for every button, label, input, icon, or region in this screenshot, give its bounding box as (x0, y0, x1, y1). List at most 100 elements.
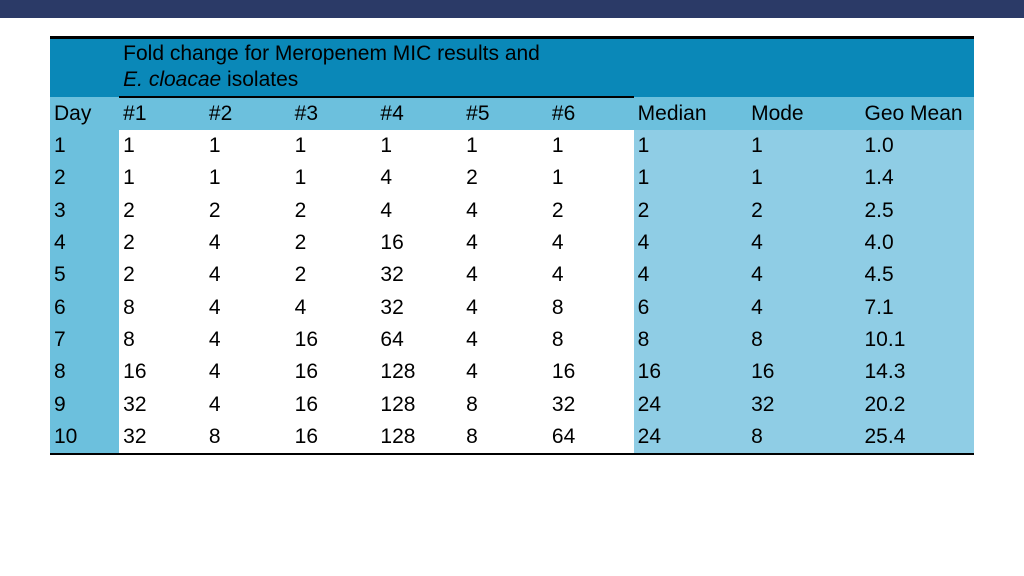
cell-value: 16 (291, 389, 377, 421)
cell-stat: 24 (634, 389, 747, 421)
cell-value: 16 (119, 356, 205, 388)
cell-stat: 1 (634, 162, 747, 194)
cell-value: 32 (548, 389, 634, 421)
table-row: 1111111111.0 (50, 130, 974, 162)
cell-value: 4 (205, 259, 291, 291)
cell-stat: 4 (634, 259, 747, 291)
cell-value: 64 (548, 421, 634, 454)
cell-day: 4 (50, 227, 119, 259)
cell-stat: 4 (747, 259, 860, 291)
cell-value: 4 (291, 292, 377, 324)
cell-stat: 8 (747, 324, 860, 356)
cell-value: 2 (548, 195, 634, 227)
title-line1: Fold change for Meropenem MIC results an… (123, 41, 628, 67)
table-row: 103281612886424825.4 (50, 421, 974, 454)
header-blank (50, 38, 119, 97)
cell-stat: 2 (747, 195, 860, 227)
cell-stat: 4 (634, 227, 747, 259)
cell-value: 4 (462, 259, 548, 291)
title-row: Fold change for Meropenem MIC results an… (50, 38, 974, 97)
cell-stat: 25.4 (861, 421, 975, 454)
table-row: 3222442222.5 (50, 195, 974, 227)
col-isolate-4: #4 (376, 97, 462, 130)
cell-stat: 16 (634, 356, 747, 388)
cell-value: 128 (376, 421, 462, 454)
header-blank-geomean (861, 38, 975, 97)
table-row: 42421644444.0 (50, 227, 974, 259)
cell-value: 128 (376, 356, 462, 388)
cell-stat: 4 (747, 227, 860, 259)
cell-value: 4 (462, 227, 548, 259)
cell-day: 7 (50, 324, 119, 356)
cell-value: 4 (205, 227, 291, 259)
cell-value: 2 (119, 259, 205, 291)
cell-day: 3 (50, 195, 119, 227)
cell-stat: 32 (747, 389, 860, 421)
cell-value: 4 (462, 195, 548, 227)
cell-stat: 10.1 (861, 324, 975, 356)
header-blank-median (634, 38, 747, 97)
cell-value: 16 (548, 356, 634, 388)
cell-value: 4 (548, 227, 634, 259)
cell-value: 4 (205, 292, 291, 324)
cell-value: 1 (548, 162, 634, 194)
cell-value: 1 (205, 162, 291, 194)
table-row: 932416128832243220.2 (50, 389, 974, 421)
cell-value: 16 (376, 227, 462, 259)
cell-value: 2 (291, 195, 377, 227)
table-container: Fold change for Meropenem MIC results an… (0, 18, 1024, 455)
cell-value: 8 (462, 421, 548, 454)
cell-value: 4 (376, 162, 462, 194)
cell-value: 1 (119, 130, 205, 162)
col-isolate-2: #2 (205, 97, 291, 130)
cell-value: 128 (376, 389, 462, 421)
cell-value: 1 (376, 130, 462, 162)
cell-value: 4 (462, 292, 548, 324)
cell-value: 1 (291, 130, 377, 162)
cell-value: 8 (205, 421, 291, 454)
cell-day: 10 (50, 421, 119, 454)
cell-value: 16 (291, 324, 377, 356)
cell-stat: 4 (747, 292, 860, 324)
cell-value: 4 (205, 324, 291, 356)
col-isolate-1: #1 (119, 97, 205, 130)
cell-value: 4 (376, 195, 462, 227)
table-row: 2111421111.4 (50, 162, 974, 194)
cell-value: 2 (119, 227, 205, 259)
cell-value: 8 (462, 389, 548, 421)
cell-value: 4 (205, 356, 291, 388)
cell-stat: 7.1 (861, 292, 975, 324)
title-line2: E. cloacae isolates (123, 67, 628, 93)
cell-day: 1 (50, 130, 119, 162)
cell-value: 1 (205, 130, 291, 162)
cell-day: 9 (50, 389, 119, 421)
header-blank-mode (747, 38, 860, 97)
cell-stat: 1.4 (861, 162, 975, 194)
cell-value: 2 (291, 259, 377, 291)
cell-stat: 4.0 (861, 227, 975, 259)
cell-stat: 8 (634, 324, 747, 356)
cell-stat: 8 (747, 421, 860, 454)
cell-stat: 1 (747, 162, 860, 194)
column-labels-row: Day #1 #2 #3 #4 #5 #6 Median Mode Geo Me… (50, 97, 974, 130)
cell-stat: 1.0 (861, 130, 975, 162)
col-day: Day (50, 97, 119, 130)
cell-value: 32 (376, 292, 462, 324)
table-header: Fold change for Meropenem MIC results an… (50, 38, 974, 130)
table-row: 7841664488810.1 (50, 324, 974, 356)
cell-day: 6 (50, 292, 119, 324)
cell-value: 16 (291, 421, 377, 454)
cell-stat: 16 (747, 356, 860, 388)
col-isolate-6: #6 (548, 97, 634, 130)
table-body: 1111111111.02111421111.43222442222.54242… (50, 130, 974, 454)
cell-value: 32 (376, 259, 462, 291)
col-mode: Mode (747, 97, 860, 130)
cell-value: 4 (462, 324, 548, 356)
cell-day: 8 (50, 356, 119, 388)
cell-stat: 2 (634, 195, 747, 227)
col-geomean: Geo Mean (861, 97, 975, 130)
table-row: 52423244444.5 (50, 259, 974, 291)
cell-value: 8 (119, 324, 205, 356)
cell-value: 4 (462, 356, 548, 388)
cell-day: 5 (50, 259, 119, 291)
